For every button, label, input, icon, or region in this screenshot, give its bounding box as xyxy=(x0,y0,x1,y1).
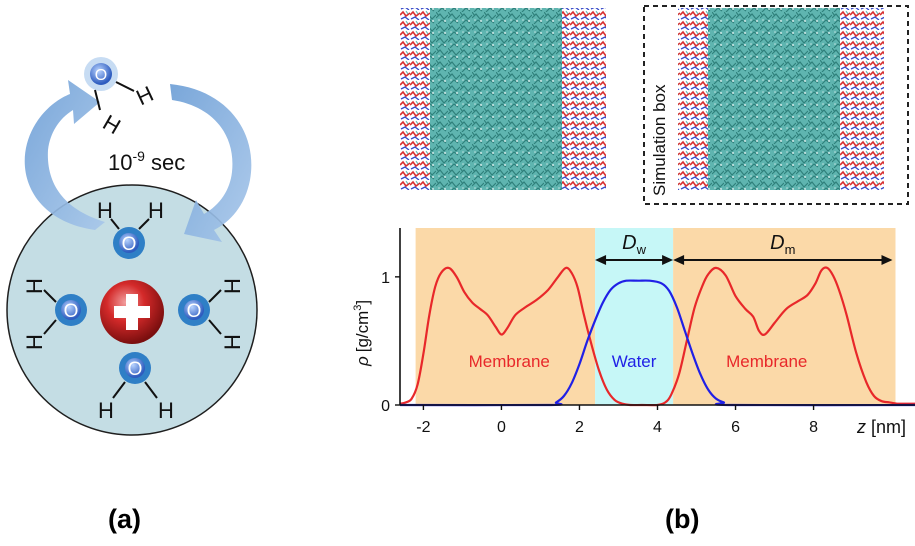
membrane-left-label: Membrane xyxy=(469,352,550,371)
caption-a: (a) xyxy=(108,504,141,534)
x-tick-label: 2 xyxy=(575,419,584,436)
lipid-tails-left xyxy=(430,8,570,190)
dw-arrowhead-right xyxy=(662,255,674,265)
x-tick-label: -2 xyxy=(416,419,430,436)
right-hydrogen-1: H xyxy=(220,278,245,294)
right-oxygen-label: O xyxy=(187,301,202,322)
bottom-oxygen-atom xyxy=(125,358,145,378)
chart-axes: -2 0 2 4 6 8 0 1 xyxy=(381,228,915,436)
x-axis-label: z [nm] xyxy=(856,417,906,437)
shell-water-right: O H H xyxy=(178,278,245,350)
region-backgrounds xyxy=(415,228,896,405)
headgroups-left-inner xyxy=(562,8,606,190)
y-tick-label: 1 xyxy=(381,270,390,287)
left-bond-1 xyxy=(43,289,57,303)
left-bond-2 xyxy=(43,319,57,335)
bottom-bond-1 xyxy=(112,381,126,399)
bottom-hydrogen-2: H xyxy=(158,398,174,423)
dw-width-marker: Dw xyxy=(595,232,674,265)
left-oxygen-atom xyxy=(61,300,81,320)
lipid-tails-right xyxy=(708,8,848,190)
bottom-hydrogen-1: H xyxy=(98,398,114,423)
panel-b-membrane-simulation: Simulation box -2 0 2 4 6 8 0 1 Dw xyxy=(340,0,915,546)
region-bg-2 xyxy=(595,228,674,405)
left-hydrogen-2: H xyxy=(22,334,47,350)
simulation-box xyxy=(643,5,909,205)
shell-water-left: O H H xyxy=(22,278,87,350)
panel-a-hydration-diagram: O H H 10-9 sec O H H O H xyxy=(0,0,300,546)
hydration-shell-svg: O H H 10-9 sec O H H O H xyxy=(6,57,258,436)
dm-arrowhead-right xyxy=(881,255,893,265)
free-oh-bond-2 xyxy=(94,89,101,111)
membrane-snapshot-left xyxy=(400,8,606,190)
membrane-right-label: Membrane xyxy=(726,352,807,371)
region-bg-1 xyxy=(415,228,596,405)
headgroups-right-inner xyxy=(840,8,884,190)
top-bond-1 xyxy=(110,218,120,230)
dm-label: Dm xyxy=(770,232,795,257)
simulation-box-label: Simulation box xyxy=(650,84,669,196)
free-water-molecule: O H H xyxy=(84,57,157,139)
top-hydrogen-2: H xyxy=(148,198,164,223)
y-tick-label: 0 xyxy=(381,398,390,415)
free-hydrogen-2: H xyxy=(99,110,125,140)
free-oxygen-label: O xyxy=(95,67,107,84)
caption-b: (b) xyxy=(665,504,700,534)
dm-width-marker: Dm xyxy=(673,232,893,265)
right-bond-1 xyxy=(208,289,222,303)
left-hydrogen-1: H xyxy=(22,278,47,294)
x-tick-label: 0 xyxy=(497,419,506,436)
y-axis-label: ρ[g/cm3] xyxy=(352,300,372,367)
dm-arrowhead-left xyxy=(673,255,685,265)
x-tick-label: 6 xyxy=(731,419,740,436)
plus-sign-v xyxy=(126,294,138,330)
top-bond-2 xyxy=(138,218,150,230)
density-profile-chart: -2 0 2 4 6 801 Dw Dm Membrane Water Membrane … xyxy=(352,228,915,437)
exchange-time-label: 10-9 sec xyxy=(108,148,185,175)
top-hydrogen-1: H xyxy=(97,198,113,223)
region-bg-3 xyxy=(673,228,896,405)
water-density-line xyxy=(399,279,915,407)
x-tick-label: 8 xyxy=(809,419,818,436)
shell-water-top: O H H xyxy=(97,198,164,259)
bottom-oxygen-label: O xyxy=(128,359,143,380)
bottom-bond-2 xyxy=(144,381,158,399)
x-tick-label: 4 xyxy=(653,419,662,436)
left-oxygen-label: O xyxy=(64,301,79,322)
free-oh-bond-1 xyxy=(115,81,135,92)
exchange-arrow-out xyxy=(170,84,252,242)
dw-arrowhead-left xyxy=(595,255,607,265)
free-oxygen-atom xyxy=(90,63,112,85)
shell-water-bottom: O H H xyxy=(98,352,174,423)
right-bond-2 xyxy=(208,319,222,335)
exchange-arrow-in xyxy=(24,80,105,230)
top-oxygen-label: O xyxy=(122,234,137,255)
free-hydrogen-1: H xyxy=(132,81,157,110)
dw-label: Dw xyxy=(622,232,646,257)
right-hydrogen-2: H xyxy=(220,334,245,350)
right-oxygen-atom xyxy=(184,300,204,320)
water-label: Water xyxy=(612,352,657,371)
membrane-figure-svg: Simulation box -2 0 2 4 6 8 0 1 Dw xyxy=(352,5,915,437)
top-oxygen-atom xyxy=(119,233,139,253)
membrane-snapshot-right xyxy=(678,8,884,190)
